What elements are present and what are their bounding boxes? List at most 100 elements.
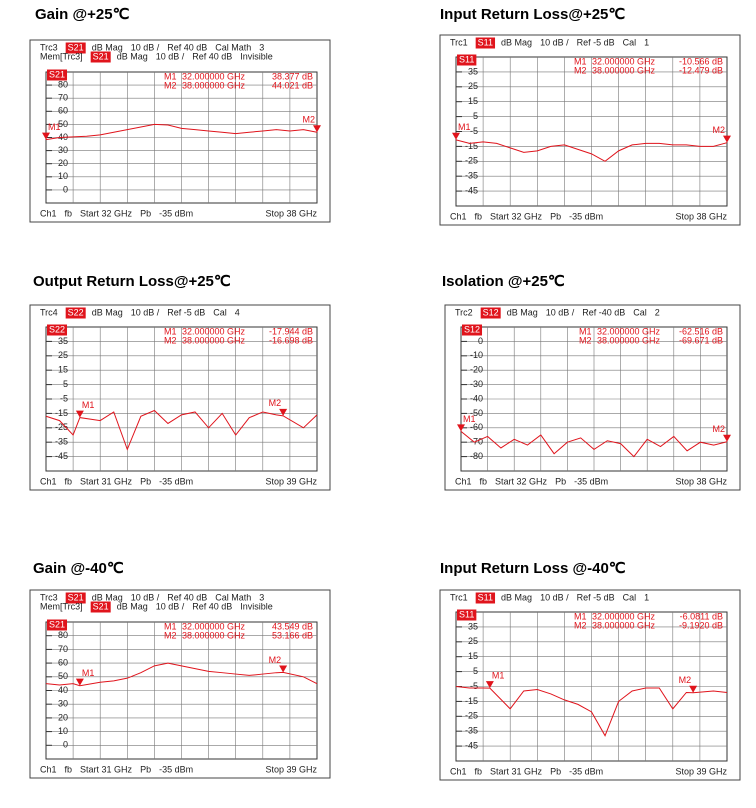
badge	[47, 69, 68, 81]
footer-text: fb	[480, 476, 488, 486]
marker-name: M1	[82, 400, 95, 410]
readout-value: -69.671 dB	[679, 335, 723, 345]
footer-text: fb	[475, 211, 483, 221]
y-tick-label: 60	[58, 657, 68, 667]
y-tick-label: 50	[58, 671, 68, 681]
marker	[42, 132, 50, 140]
readout-value: -12.479 dB	[679, 65, 723, 75]
badge-text: S11	[478, 592, 493, 602]
footer-text: fb	[65, 208, 73, 218]
badge-text: S22	[68, 307, 84, 317]
footer-text: Start 31 GHz	[80, 476, 133, 486]
marker-name: M2	[712, 424, 725, 434]
badge	[65, 42, 86, 54]
trace	[455, 139, 728, 162]
vna-panel: Input Return Loss@+25℃ Trc1 S11 dB Mag 10 dB…	[439, 6, 741, 226]
badge-text: S21	[68, 42, 84, 52]
header-text: Ref -40 dB	[582, 307, 625, 317]
y-tick-label: 0	[63, 184, 68, 194]
readout-name: M2	[164, 80, 177, 90]
vna-panel: Output Return Loss@+25℃ Trc4 S22 dB Mag 10 d…	[29, 273, 331, 491]
readout-x: 32.000000 GHz	[182, 621, 246, 631]
y-tick-label: 70	[58, 644, 68, 654]
marker	[723, 135, 731, 143]
chart-title: Input Return Loss@+25℃	[440, 6, 625, 23]
footer-text: Pb	[140, 764, 151, 774]
header-text: Cal	[623, 592, 637, 602]
marker-name: M2	[269, 398, 282, 408]
vna-panel: Input Return Loss @-40℃ Trc1 S11 dB Mag 10 d…	[439, 560, 741, 781]
readout-x: 38.000000 GHz	[592, 620, 656, 630]
header-text: Ref 40 dB	[167, 42, 207, 52]
y-tick-label: -45	[465, 185, 478, 195]
y-tick-label: 70	[58, 93, 68, 103]
y-tick-label: 10	[58, 726, 68, 736]
y-tick-label: -45	[465, 740, 478, 750]
y-tick-label: -35	[465, 171, 478, 181]
y-tick-label: -40	[470, 393, 483, 403]
header-text: Ref -5 dB	[577, 592, 615, 602]
footer-text: Ch1	[40, 476, 57, 486]
readout-name: M1	[164, 326, 177, 336]
badge-text: S21	[93, 601, 109, 611]
footer-text: Stop 39 GHz	[265, 476, 317, 486]
footer-text: Ch1	[450, 211, 467, 221]
y-tick-label: -80	[470, 451, 483, 461]
marker	[75, 678, 84, 686]
header-text: Cal	[213, 307, 227, 317]
header-text: Ref -5 dB	[577, 37, 615, 47]
badge-text: S21	[49, 619, 65, 629]
y-tick-label: -5	[470, 126, 478, 136]
header-text: Invisible	[240, 601, 273, 611]
badge-text: S12	[483, 307, 499, 317]
badge	[475, 592, 496, 604]
header-text: 10 dB /	[546, 307, 575, 317]
vna-panel: Isolation @+25℃ Trc2 S12 dB Mag 10 dB / Ref -…	[442, 273, 741, 491]
y-tick-label: -35	[55, 437, 68, 447]
chart-title: Isolation @+25℃	[442, 273, 565, 290]
footer-text: -35 dBm	[159, 476, 193, 486]
footer-text: Pb	[555, 476, 566, 486]
y-tick-label: -20	[470, 365, 483, 375]
y-tick-label: 0	[478, 336, 483, 346]
y-tick-label: 5	[473, 666, 478, 676]
readout-value: -6.0811 dB	[680, 611, 723, 621]
footer-text: -35 dBm	[574, 476, 608, 486]
chart-title: Gain @-40℃	[33, 560, 124, 577]
readout-value: -16.698 dB	[269, 335, 313, 345]
marker-name: M1	[458, 122, 471, 132]
header-text: Ref -5 dB	[167, 307, 205, 317]
header-text: Trc1	[450, 37, 468, 47]
marker-name: M1	[48, 122, 61, 132]
header-text: Trc2	[455, 307, 473, 317]
badge	[47, 324, 68, 336]
header-text: Cal Math	[215, 42, 251, 52]
y-tick-label: 25	[468, 636, 478, 646]
chart-title: Input Return Loss @-40℃	[440, 560, 626, 577]
footer-text: fb	[65, 476, 73, 486]
y-tick-label: 80	[58, 79, 68, 89]
badge-text: S11	[459, 54, 474, 64]
footer-text: Start 32 GHz	[495, 476, 548, 486]
footer-text: Pb	[140, 208, 151, 218]
y-tick-label: -15	[55, 408, 68, 418]
footer-text: Stop 39 GHz	[675, 766, 727, 776]
header-text: 3	[259, 42, 264, 52]
trace	[460, 431, 728, 458]
header-text: Cal	[623, 37, 637, 47]
readout-name: M2	[164, 630, 177, 640]
header-text: 1	[644, 37, 649, 47]
y-tick-label: 25	[468, 81, 478, 91]
header-text: Mem[Trc3]	[40, 51, 83, 61]
header-text: Trc4	[40, 307, 58, 317]
header-text: dB Mag	[92, 307, 123, 317]
readout-name: M1	[574, 56, 587, 66]
header-text: Trc3	[40, 42, 58, 52]
header-text: dB Mag	[501, 37, 532, 47]
marker	[279, 408, 288, 416]
marker	[452, 132, 460, 140]
badge	[457, 54, 477, 66]
readout-value: -62.516 dB	[679, 326, 723, 336]
footer-text: Stop 38 GHz	[265, 208, 317, 218]
